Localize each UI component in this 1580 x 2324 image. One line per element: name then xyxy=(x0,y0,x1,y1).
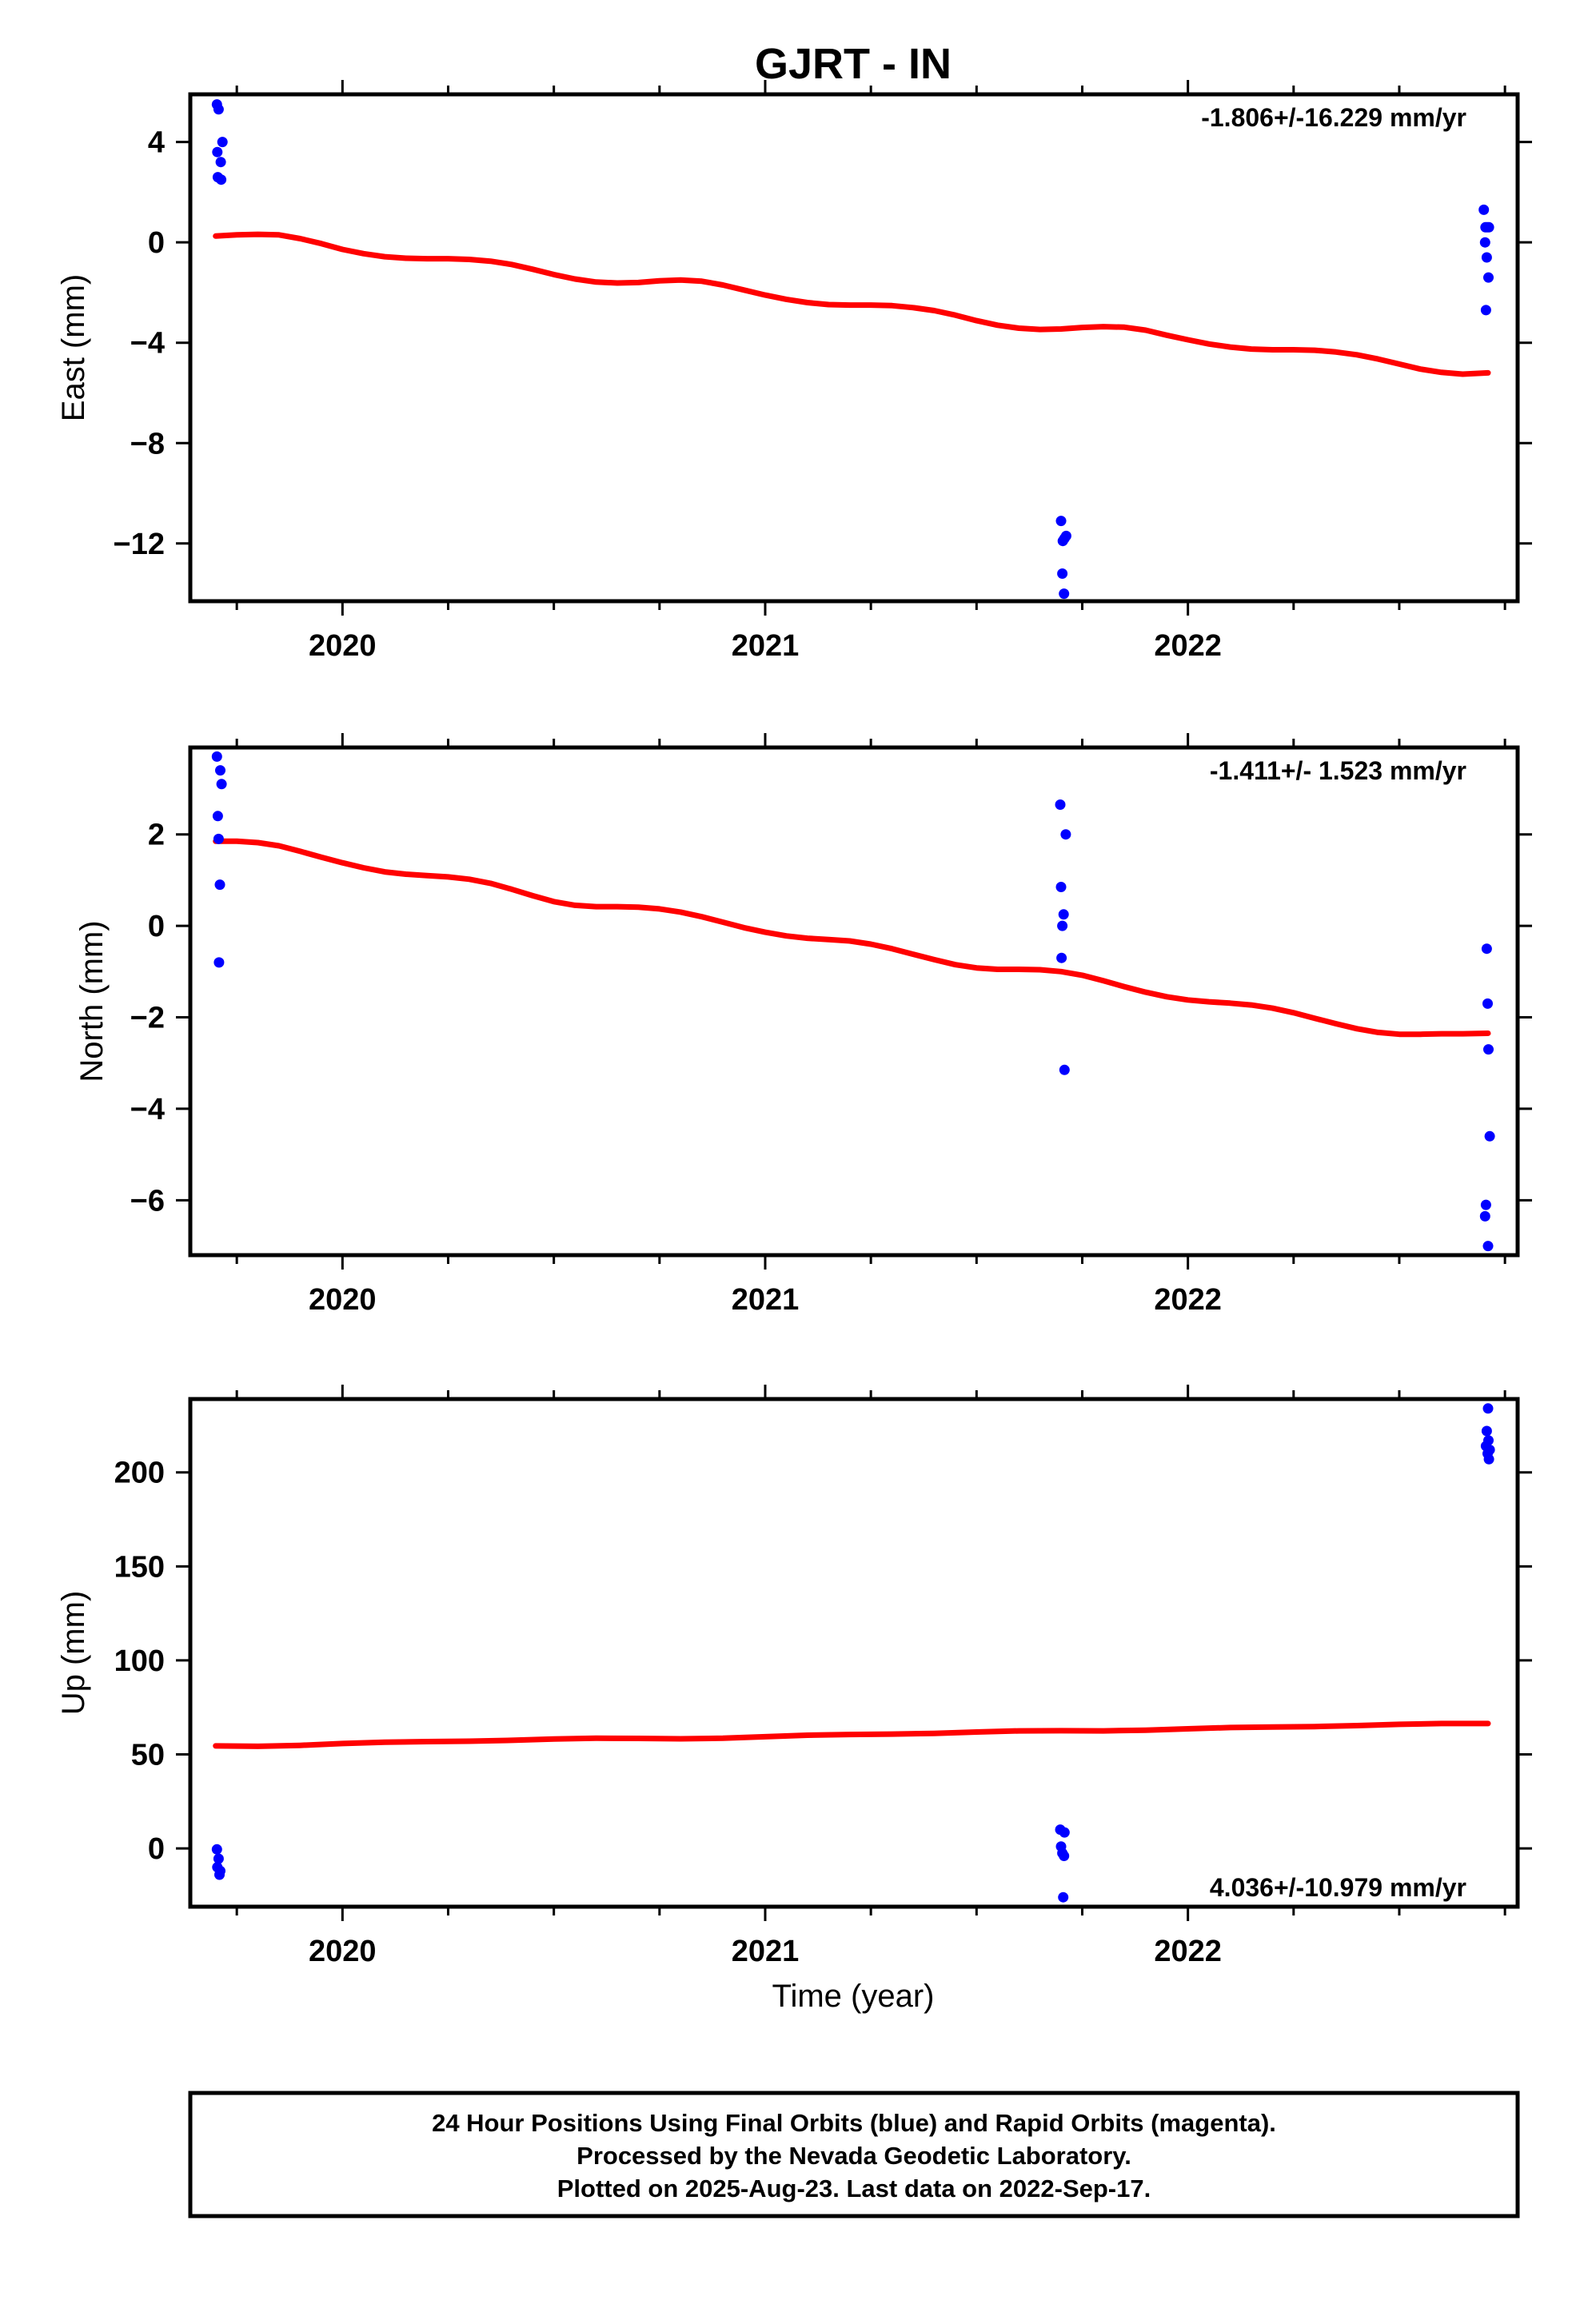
x-tick-label: 2020 xyxy=(309,629,377,663)
footer-line-1: 24 Hour Positions Using Final Orbits (bl… xyxy=(432,2109,1276,2137)
panel-1: 2020 2021 2022 4 0 −4 −8 −12 East (mm) -1.806+/-1… xyxy=(56,80,1532,663)
model-fit-line xyxy=(213,838,1491,1038)
model-fit-line xyxy=(213,1720,1491,1749)
data-point xyxy=(1483,272,1494,283)
y-tick-label: −6 xyxy=(130,1184,165,1218)
y-tick-label: −4 xyxy=(130,327,165,361)
data-point xyxy=(1484,1130,1495,1142)
plot-frame xyxy=(188,745,1520,1258)
y-axis-label: East (mm) xyxy=(56,274,91,421)
data-point xyxy=(1058,1891,1069,1903)
data-point xyxy=(1479,1210,1490,1222)
figure-title: GJRT - IN xyxy=(755,40,952,88)
data-point xyxy=(214,879,225,891)
y-tick-label: 150 xyxy=(114,1550,165,1584)
data-point xyxy=(1059,1827,1070,1838)
y-axis-label: Up (mm) xyxy=(56,1591,91,1716)
footer-frame xyxy=(188,2091,1520,2218)
y-tick-label: −8 xyxy=(130,427,165,460)
y-tick-label: −4 xyxy=(130,1093,165,1126)
x-tick-label: 2020 xyxy=(309,1935,377,1968)
data-point xyxy=(1060,530,1071,541)
data-point xyxy=(216,174,227,185)
y-tick-label: −12 xyxy=(114,528,165,561)
plot-frame xyxy=(188,92,1520,604)
y-tick-label: 0 xyxy=(148,1832,165,1866)
plot-frame xyxy=(188,1397,1520,1909)
y-tick-label: 0 xyxy=(148,226,165,260)
data-point xyxy=(1055,516,1067,527)
data-point xyxy=(1057,568,1068,579)
footer-box: 24 Hour Positions Using Final Orbits (bl… xyxy=(188,2091,1520,2218)
data-point xyxy=(216,779,227,790)
data-point xyxy=(1057,920,1068,931)
data-point xyxy=(1055,882,1067,892)
data-point xyxy=(1059,588,1070,600)
y-tick-label: −2 xyxy=(130,1002,165,1035)
panels: 2020 2021 2022 4 0 −4 −8 −12 East (mm) -1.806+/-1… xyxy=(56,80,1532,1968)
y-tick-label: 0 xyxy=(148,910,165,943)
data-point xyxy=(213,1853,224,1864)
x-tick-label: 2021 xyxy=(732,1283,800,1317)
data-point xyxy=(213,957,225,968)
y-axis-label: North (mm) xyxy=(74,920,110,1082)
data-point xyxy=(1480,1199,1491,1210)
y-tick-label: 2 xyxy=(148,819,165,852)
data-point xyxy=(217,137,228,148)
data-point xyxy=(1482,998,1493,1009)
data-point xyxy=(212,811,223,822)
data-point xyxy=(1059,1851,1070,1861)
data-point xyxy=(1483,221,1494,233)
data-point xyxy=(1481,1425,1492,1437)
rate-label: -1.411+/- 1.523 mm/yr xyxy=(1210,756,1466,785)
data-point xyxy=(215,157,226,168)
x-axis-label: Time (year) xyxy=(772,1979,935,2014)
data-point xyxy=(211,1844,222,1855)
data-point xyxy=(1480,305,1491,316)
data-point xyxy=(1479,237,1490,248)
y-tick-label: 50 xyxy=(131,1739,165,1772)
panel-3: 2020 2021 2022 200 150 100 50 0 Up (mm) 4.036+/-1… xyxy=(56,1385,1532,1968)
x-tick-label: 2022 xyxy=(1154,629,1222,663)
data-point xyxy=(1482,1403,1494,1414)
data-point xyxy=(212,146,223,157)
x-tick-label: 2021 xyxy=(732,1935,800,1968)
data-point xyxy=(213,833,224,844)
rate-label: -1.806+/-16.229 mm/yr xyxy=(1201,103,1466,132)
data-point xyxy=(1481,252,1492,263)
data-point xyxy=(1059,1064,1070,1075)
x-tick-label: 2021 xyxy=(732,629,800,663)
data-point xyxy=(1055,799,1066,810)
y-tick-label: 200 xyxy=(114,1457,165,1490)
data-point xyxy=(213,104,224,115)
data-point xyxy=(211,751,222,762)
data-point xyxy=(1058,909,1069,920)
rate-label: 4.036+/-10.979 mm/yr xyxy=(1210,1873,1466,1902)
data-point xyxy=(1483,1044,1494,1055)
footer-line-3: Plotted on 2025-Aug-23. Last data on 202… xyxy=(557,2175,1151,2202)
y-tick-label: 100 xyxy=(114,1644,165,1678)
data-point xyxy=(1482,1241,1494,1252)
data-point xyxy=(1478,204,1490,215)
y-tick-label: 4 xyxy=(148,126,165,160)
data-point xyxy=(1060,829,1071,840)
data-point xyxy=(1481,943,1492,955)
x-tick-label: 2020 xyxy=(309,1283,377,1317)
model-fit-line xyxy=(213,231,1491,377)
data-point xyxy=(215,765,225,776)
data-point xyxy=(1483,1453,1494,1465)
data-point xyxy=(214,1869,225,1880)
data-point xyxy=(1056,952,1067,963)
panel-2: 2020 2021 2022 2 0 −2 −4 −6 North (mm) -1.411+/- … xyxy=(74,733,1532,1317)
x-tick-label: 2022 xyxy=(1154,1283,1222,1317)
x-tick-label: 2022 xyxy=(1154,1935,1222,1968)
footer-line-2: Processed by the Nevada Geodetic Laborat… xyxy=(577,2142,1131,2170)
